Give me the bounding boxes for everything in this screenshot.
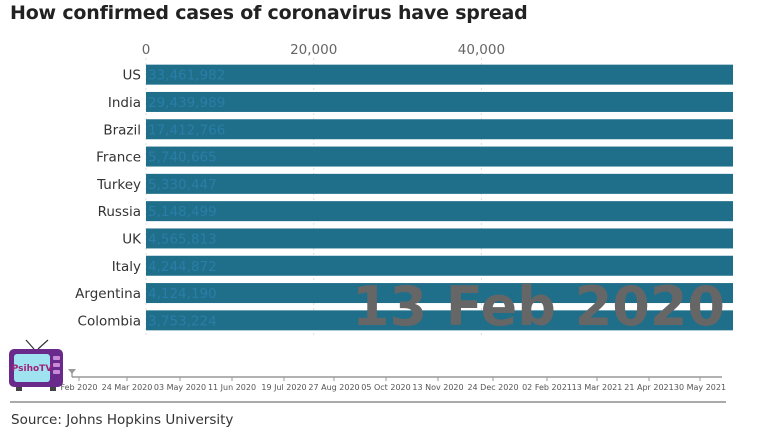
bar [146,91,733,112]
value-label: 5,148,499 [148,204,217,220]
category-label: US [123,68,141,84]
category-label: UK [122,231,142,247]
bar [146,255,733,276]
value-label: 3,753,224 [148,313,217,329]
timeline-handle[interactable] [68,369,76,374]
bar-chart: 0 20,000 40,000 US India Brazil France Turkey R… [10,42,733,403]
bars [146,64,733,331]
timeline-label: 13 Mar 2021 [572,383,623,392]
category-label: France [96,150,141,166]
timeline-label: 24 Dec 2020 [467,383,518,392]
source-note: Source: Johns Hopkins University [11,412,234,428]
value-label: 5,740,665 [148,150,217,166]
psihotv-logo: PsihoTV [9,339,63,391]
bar [146,228,733,249]
timeline-label: 02 Feb 2021 [522,383,572,392]
x-axis-ticks: 0 20,000 40,000 [142,42,505,58]
timeline-label: 05 Oct 2020 [361,383,410,392]
timeline-label: 30 May 2021 [674,383,726,392]
timeline-label: 03 May 2020 [154,383,206,392]
value-label: 17,412,766 [148,122,225,138]
category-label: Turkey [96,177,141,193]
value-label: 4,244,872 [148,259,217,275]
value-label: 29,439,989 [148,95,225,111]
category-label: Brazil [103,122,141,138]
timeline-label: 21 Apr 2021 [624,383,673,392]
bar [146,310,733,331]
category-label: Italy [112,259,141,275]
value-labels: 33,461,982 29,439,989 17,412,766 5,740,665 5… [148,68,225,330]
bar [146,283,733,304]
category-label: Argentina [75,286,141,302]
value-label: 4,124,190 [148,286,217,302]
bar [146,173,733,194]
timeline-label: Feb 2020 [60,383,97,392]
timeline-slider[interactable]: Feb 2020 24 Mar 2020 03 May 2020 11 Jun 202… [10,369,726,403]
bar [146,201,733,222]
timeline-label: 24 Mar 2020 [102,383,153,392]
date-label: 13 Feb 2020 [352,275,725,338]
timeline-label: 19 Jul 2020 [261,383,306,392]
x-tick-label: 20,000 [290,42,337,58]
category-labels: US India Brazil France Turkey Russia UK Italy Ar… [75,68,142,330]
value-label: 5,330,447 [148,177,217,193]
chart-title: How confirmed cases of coronavirus have … [10,2,528,24]
category-label: India [108,95,141,111]
timeline-label: 27 Aug 2020 [308,383,359,392]
timeline-label: 13 Nov 2020 [412,383,463,392]
value-label: 33,461,982 [148,68,225,84]
category-label: Colombia [78,313,141,329]
bar [146,64,733,85]
bar [146,146,733,167]
category-label: Russia [98,204,141,220]
x-tick-label: 0 [142,42,151,58]
timeline-label: 11 Jun 2020 [208,383,256,392]
bar [146,119,733,140]
logo-text: PsihoTV [12,364,53,374]
value-label: 4,565,813 [148,231,217,247]
x-tick-label: 40,000 [458,42,505,58]
